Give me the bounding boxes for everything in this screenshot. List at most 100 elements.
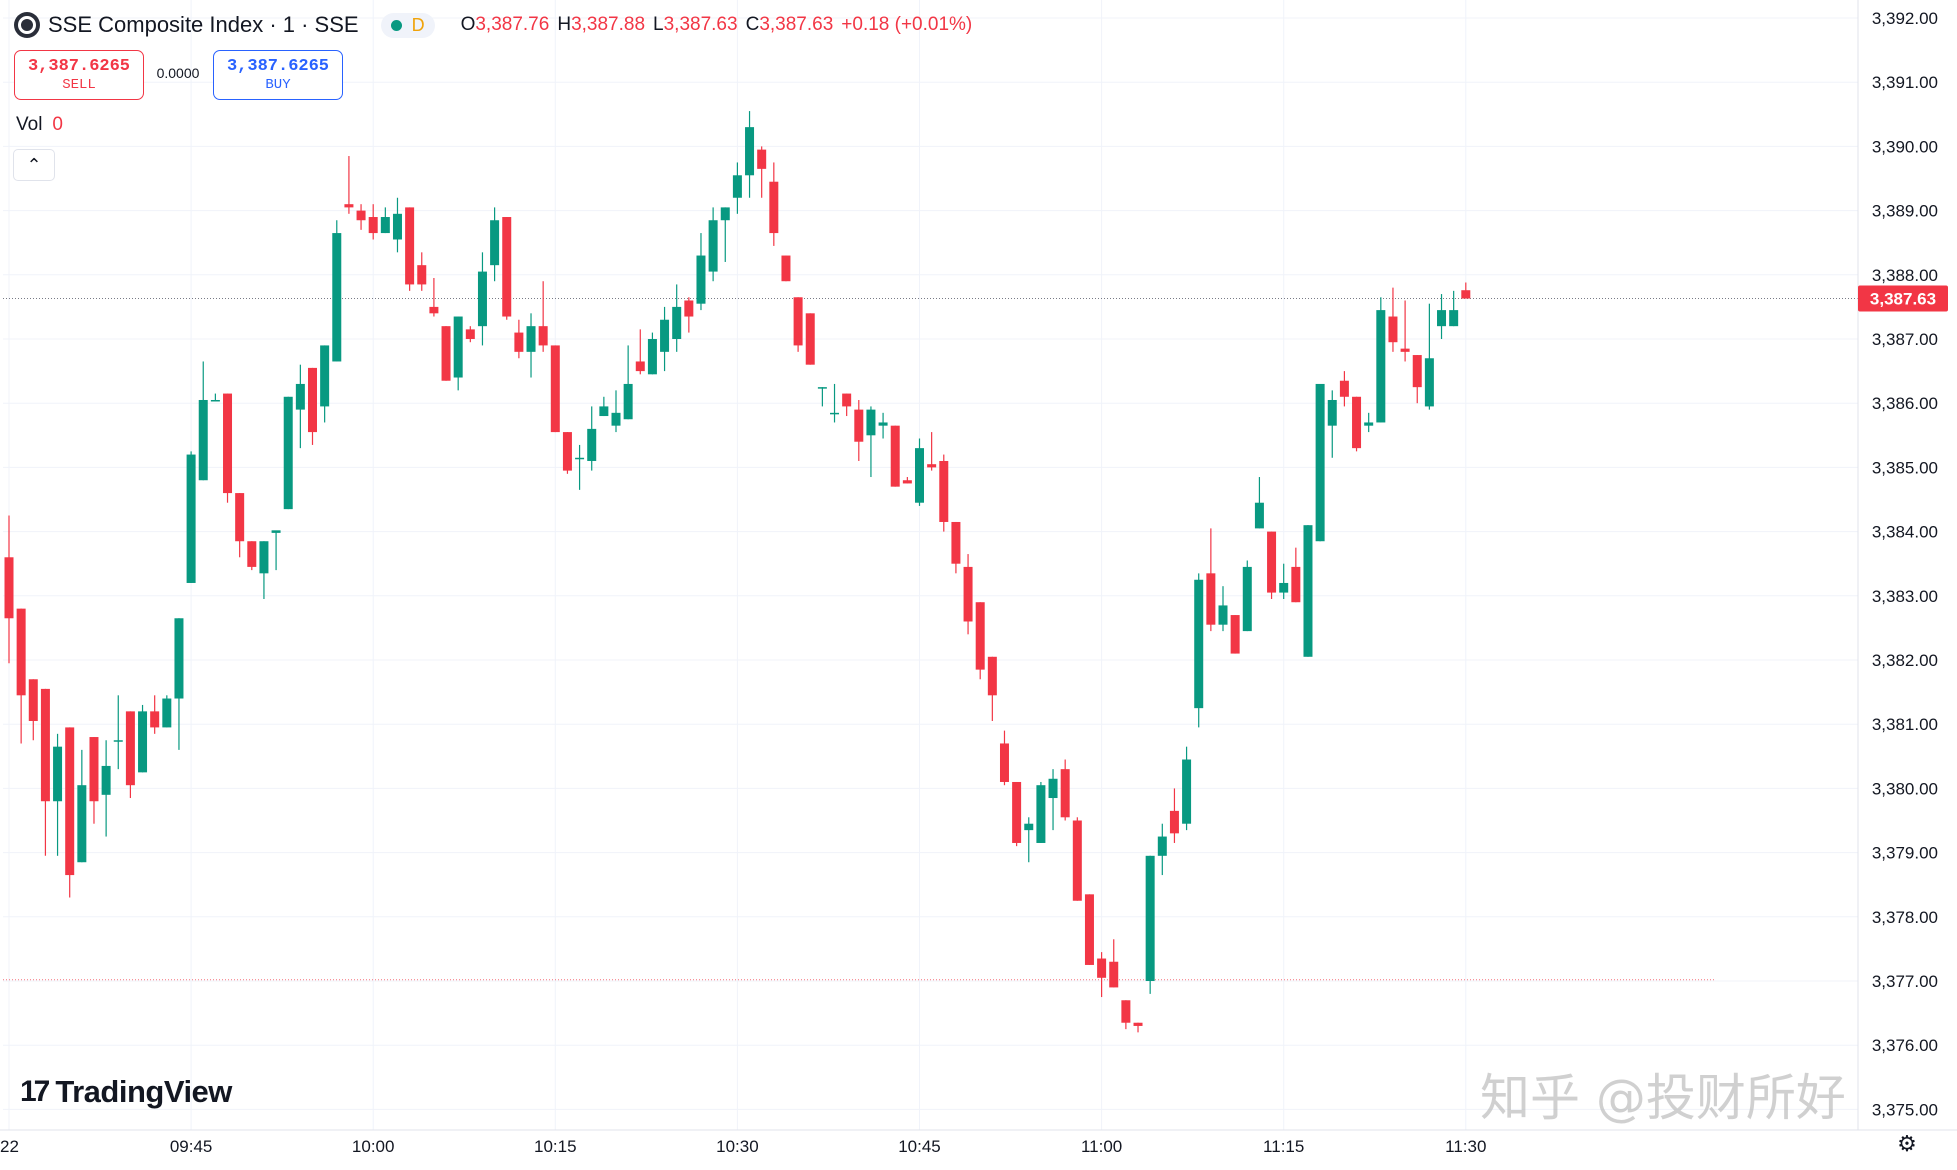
candle xyxy=(757,146,767,198)
candle xyxy=(1097,952,1107,998)
candle xyxy=(1315,383,1325,542)
time-tick-label: 11:30 xyxy=(1445,1137,1486,1156)
candle-body xyxy=(417,265,427,285)
buy-button[interactable]: 3,387.6265 BUY xyxy=(213,50,343,100)
time-tick-label: 10:00 xyxy=(352,1137,395,1156)
candle xyxy=(611,390,621,433)
candle-body xyxy=(1364,422,1374,426)
candle xyxy=(878,412,888,439)
candle-body xyxy=(453,316,463,378)
chart-settings-button[interactable]: ⚙ xyxy=(1894,1131,1920,1157)
sell-button[interactable]: 3,387.6265 SELL xyxy=(14,50,144,100)
candle-body xyxy=(1388,316,1398,343)
candle-body xyxy=(65,727,75,876)
candle xyxy=(1182,746,1192,831)
candle-body xyxy=(1012,781,1022,843)
candle xyxy=(1084,894,1094,965)
candle-body xyxy=(89,737,99,802)
symbol-title[interactable]: SSE Composite Index · 1 · SSE xyxy=(48,12,359,37)
candle-body xyxy=(271,530,281,533)
time-axis[interactable]: 22 09:45 10:00 10:15 10:30 10:45 11:00 11:15 11:… xyxy=(0,1129,1957,1156)
candle-body xyxy=(647,339,657,375)
candle xyxy=(125,711,135,799)
candle xyxy=(672,284,682,352)
candle xyxy=(1291,547,1301,603)
candle-body xyxy=(745,127,755,176)
candle-body xyxy=(575,457,585,460)
candle xyxy=(308,367,317,445)
candle xyxy=(295,364,305,449)
candle-body xyxy=(77,785,87,863)
candle-body xyxy=(927,464,937,468)
price-tick-label: 3,392.00 xyxy=(1872,9,1938,28)
tradingview-mark-icon: 17 xyxy=(20,1075,50,1108)
candle-body xyxy=(781,255,791,282)
candle-body xyxy=(975,602,985,670)
candle xyxy=(101,740,111,837)
candle xyxy=(429,278,439,317)
candle xyxy=(405,207,415,291)
candle-body xyxy=(1412,355,1422,388)
candle-body xyxy=(1424,358,1434,407)
candle xyxy=(999,730,1009,786)
candle xyxy=(987,656,997,721)
candle xyxy=(951,521,961,574)
candle xyxy=(356,204,366,230)
market-open-icon xyxy=(390,19,402,31)
candle xyxy=(538,281,548,352)
price-tick-label: 3,379.00 xyxy=(1872,844,1938,863)
volume-value: 0 xyxy=(52,114,63,135)
candle xyxy=(781,255,791,282)
candle xyxy=(162,695,172,728)
candle xyxy=(1279,563,1289,600)
sell-price: 3,387.6265 xyxy=(27,57,131,76)
candle-body xyxy=(769,181,779,234)
candle-body xyxy=(1084,894,1094,965)
price-tick-label: 3,380.00 xyxy=(1872,779,1938,798)
candle-body xyxy=(247,541,257,567)
candle xyxy=(150,695,160,734)
candle-body xyxy=(295,383,305,410)
candle xyxy=(477,252,487,346)
candle xyxy=(113,695,123,770)
candle-body xyxy=(477,271,487,327)
price-axis[interactable]: 3,392.00 3,391.00 3,390.00 3,389.00 3,388.00… xyxy=(1857,0,1948,1130)
candle-body xyxy=(1315,383,1325,542)
candle-body xyxy=(1194,579,1204,709)
candle-body xyxy=(332,233,342,362)
time-tick-label: 09:45 xyxy=(170,1137,213,1156)
candle-body xyxy=(817,387,827,389)
candle xyxy=(514,319,524,359)
market-status-pill[interactable]: D xyxy=(380,12,435,38)
candle xyxy=(647,332,657,375)
candle xyxy=(830,383,840,423)
change-value: +0.18 (+0.01%) xyxy=(841,14,973,35)
candle-body xyxy=(223,393,233,494)
candle xyxy=(1449,290,1459,327)
collapse-legend-button[interactable]: ⌃ xyxy=(13,149,55,181)
candle xyxy=(854,399,864,461)
candle-body xyxy=(963,566,973,622)
tradingview-logo[interactable]: 17 TradingView xyxy=(20,1074,232,1110)
candle-body xyxy=(1097,958,1107,978)
price-tick-label: 3,382.00 xyxy=(1872,651,1938,670)
candle xyxy=(1461,282,1471,299)
candle-body xyxy=(198,399,208,481)
candle-body xyxy=(587,428,597,461)
candle xyxy=(1206,528,1216,632)
volume-legend[interactable]: Vol 0 xyxy=(16,114,63,136)
candle xyxy=(368,204,378,240)
candle-body xyxy=(599,406,609,417)
candle xyxy=(65,727,75,898)
candle-body xyxy=(429,306,439,314)
candle xyxy=(247,541,257,571)
candle-body xyxy=(1254,502,1264,529)
candle-body xyxy=(696,255,706,304)
reference-line xyxy=(3,298,1858,981)
candle xyxy=(1012,781,1022,847)
candlestick-series xyxy=(4,111,1471,1033)
price-tick-label: 3,389.00 xyxy=(1872,202,1938,221)
candle-body xyxy=(793,297,803,346)
candle xyxy=(975,602,985,680)
